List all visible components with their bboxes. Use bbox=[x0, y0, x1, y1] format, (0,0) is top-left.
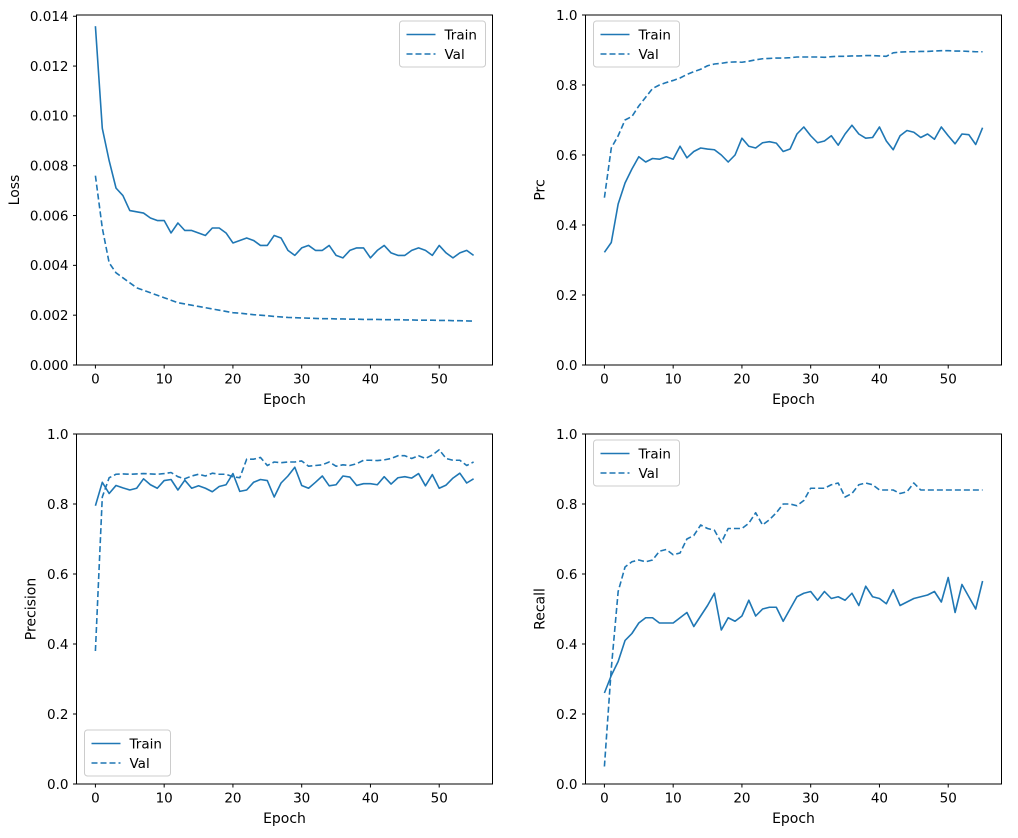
y-tick-label: 0.6 bbox=[556, 148, 577, 164]
x-tick-label: 50 bbox=[940, 372, 957, 388]
precision-val-line bbox=[94, 448, 474, 652]
y-tick-label: 0.8 bbox=[556, 497, 577, 513]
precision-train-line bbox=[94, 466, 475, 506]
x-tick-label: 10 bbox=[156, 791, 173, 807]
y-tick-label: 0.2 bbox=[556, 707, 577, 723]
y-tick-label: 0.4 bbox=[556, 218, 577, 234]
y-tick-label: 0.6 bbox=[47, 567, 68, 583]
legend-val-label: Val bbox=[639, 47, 659, 63]
x-tick-label: 20 bbox=[733, 372, 750, 388]
y-tick-label: 0.014 bbox=[30, 9, 69, 25]
x-tick-label: 50 bbox=[431, 372, 448, 388]
prc-chart: 0 10 20 30 40 50 0.0 0.2 0.4 0.6 0.8 1.0 Epoch Prc Tra… bbox=[533, 8, 1002, 408]
loss-train-line bbox=[94, 26, 475, 259]
prc-train-line bbox=[603, 124, 984, 253]
y-tick-label: 0.4 bbox=[47, 637, 68, 653]
legend-val-label: Val bbox=[130, 756, 150, 772]
prc-axes-frame bbox=[585, 14, 1002, 366]
x-tick-label: 10 bbox=[665, 372, 682, 388]
y-tick-label: 0.008 bbox=[30, 159, 69, 175]
recall-train-line bbox=[603, 576, 984, 694]
recall-ylabel: Recall bbox=[533, 588, 549, 630]
legend-box bbox=[84, 729, 171, 777]
x-tick-label: 40 bbox=[871, 372, 888, 388]
x-tick-label: 30 bbox=[293, 372, 310, 388]
y-tick-label: 0.010 bbox=[30, 109, 69, 125]
y-tick-label: 0.0 bbox=[556, 777, 577, 793]
x-tick-label: 0 bbox=[91, 372, 100, 388]
y-tick-label: 0.4 bbox=[556, 637, 577, 653]
loss-ylabel: Loss bbox=[7, 175, 23, 206]
y-tick-label: 0.6 bbox=[556, 567, 577, 583]
x-tick-label: 30 bbox=[802, 791, 819, 807]
legend-box bbox=[593, 20, 680, 68]
y-tick-label: 1.0 bbox=[47, 427, 68, 443]
recall-val-line bbox=[603, 482, 983, 767]
x-tick-label: 10 bbox=[665, 791, 682, 807]
y-tick-label: 0.0 bbox=[47, 777, 68, 793]
x-tick-label: 40 bbox=[871, 791, 888, 807]
legend-box bbox=[399, 20, 486, 68]
x-tick-label: 0 bbox=[600, 372, 609, 388]
recall-chart: 0 10 20 30 40 50 0.0 0.2 0.4 0.6 0.8 1.0 Epoch Recall… bbox=[533, 427, 1002, 827]
prc-xlabel: Epoch bbox=[772, 392, 815, 408]
legend-val-label: Val bbox=[639, 466, 659, 482]
y-tick-label: 0.012 bbox=[30, 59, 69, 75]
y-tick-label: 0.002 bbox=[30, 308, 69, 324]
x-tick-label: 20 bbox=[224, 791, 241, 807]
x-tick-label: 20 bbox=[733, 791, 750, 807]
x-tick-label: 40 bbox=[362, 791, 379, 807]
y-tick-label: 1.0 bbox=[556, 8, 577, 24]
x-tick-label: 50 bbox=[940, 791, 957, 807]
legend-train-label: Train bbox=[444, 27, 477, 43]
x-tick-label: 20 bbox=[224, 372, 241, 388]
legend-val-label: Val bbox=[445, 47, 465, 63]
loss-xlabel: Epoch bbox=[263, 392, 306, 408]
precision-xlabel: Epoch bbox=[263, 811, 306, 827]
legend-train-label: Train bbox=[638, 446, 671, 462]
x-tick-label: 50 bbox=[431, 791, 448, 807]
y-tick-label: 0.2 bbox=[47, 707, 68, 723]
precision-axes-frame bbox=[76, 433, 493, 785]
x-tick-label: 30 bbox=[293, 791, 310, 807]
legend-box bbox=[593, 439, 680, 487]
y-tick-label: 0.0 bbox=[556, 358, 577, 374]
y-tick-label: 0.004 bbox=[30, 258, 69, 274]
y-tick-label: 0.000 bbox=[30, 358, 69, 374]
precision-ylabel: Precision bbox=[24, 578, 40, 640]
y-tick-label: 0.8 bbox=[47, 497, 68, 513]
precision-chart: 0 10 20 30 40 50 0.0 0.2 0.4 0.6 0.8 1.0 Epoch Precis… bbox=[24, 427, 493, 827]
loss-axes-frame bbox=[76, 14, 493, 366]
y-tick-label: 1.0 bbox=[556, 427, 577, 443]
loss-legend: Train Val bbox=[399, 20, 486, 68]
y-tick-label: 0.8 bbox=[556, 78, 577, 94]
x-tick-label: 0 bbox=[91, 791, 100, 807]
y-tick-label: 0.2 bbox=[556, 288, 577, 304]
precision-legend: Train Val bbox=[84, 729, 171, 777]
legend-train-label: Train bbox=[638, 27, 671, 43]
recall-xlabel: Epoch bbox=[772, 811, 815, 827]
loss-chart: 0 10 20 30 40 50 0.000 0.002 0.004 0.006 0.008 0.01… bbox=[7, 9, 493, 408]
x-tick-label: 0 bbox=[600, 791, 609, 807]
x-tick-label: 40 bbox=[362, 372, 379, 388]
prc-ylabel: Prc bbox=[533, 179, 549, 200]
x-tick-label: 30 bbox=[802, 372, 819, 388]
loss-val-line bbox=[94, 175, 474, 322]
prc-legend: Train Val bbox=[593, 20, 680, 68]
recall-axes-frame bbox=[585, 433, 1002, 785]
recall-legend: Train Val bbox=[593, 439, 680, 487]
y-tick-label: 0.006 bbox=[30, 208, 69, 224]
legend-train-label: Train bbox=[129, 736, 162, 752]
x-tick-label: 10 bbox=[156, 372, 173, 388]
prc-val-line bbox=[603, 49, 983, 198]
